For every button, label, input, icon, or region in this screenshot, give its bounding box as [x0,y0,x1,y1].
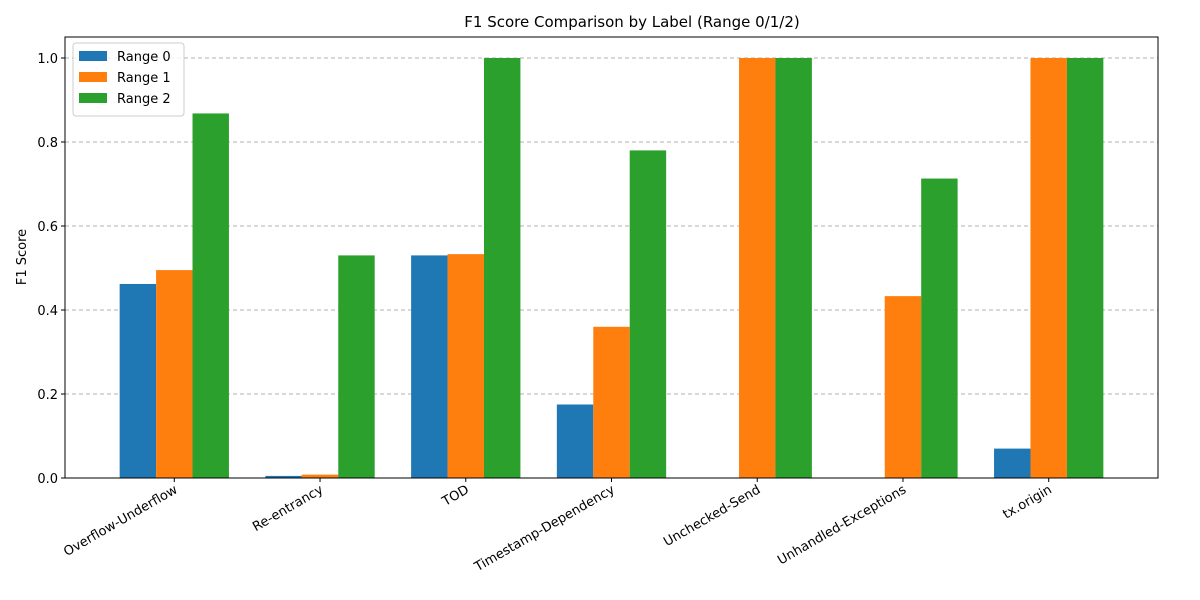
bar [411,255,448,478]
y-tick-label: 0.4 [37,304,58,319]
y-tick-label: 0.0 [37,472,58,487]
bar [629,150,667,478]
x-tick-label: Re-entrancy [250,482,326,535]
bar [192,113,229,478]
x-tick-label: Timestamp-Dependency [471,482,617,575]
x-tick-label: Overflow-Underflow [61,482,180,560]
y-tick-label: 0.6 [37,220,58,235]
bar [994,448,1031,478]
bar [447,254,484,478]
bar [593,326,630,478]
legend-swatch [79,51,107,61]
legend-label: Range 0 [117,50,171,65]
bar [301,474,339,478]
x-tick-label: Unhandled-Exceptions [775,482,909,568]
y-axis-label: F1 Score [15,229,30,285]
bar [1030,58,1067,478]
bar [1066,58,1104,478]
x-tick-label: TOD [439,482,472,510]
x-ticks: Overflow-Underflow Re-entrancy TOD Timestam… [61,478,1055,576]
y-tick-label: 0.2 [37,388,58,403]
x-tick-label: tx.origin [1000,482,1054,522]
bar [265,475,302,478]
bar [338,255,375,478]
bar [119,283,157,478]
bar [921,178,958,479]
legend-swatch [79,93,107,103]
y-tick-label: 0.8 [37,136,58,151]
legend-label: Range 2 [117,92,171,107]
bar [884,296,922,478]
bar [775,58,812,478]
legend-swatch [79,72,107,82]
legend: Range 0 Range 1 Range 2 [72,42,185,117]
bar [739,58,776,478]
y-tick-label: 1.0 [37,52,58,67]
legend-label: Range 1 [117,71,171,86]
bar [483,58,521,478]
bar [556,404,594,478]
x-tick-label: Unchecked-Send [661,482,763,550]
bar [156,270,193,478]
chart-title: F1 Score Comparison by Label (Range 0/1/… [464,13,799,31]
y-ticks: 0.0 0.2 0.4 0.6 0.8 1.0 [37,52,65,487]
bars-layer [119,58,1104,479]
